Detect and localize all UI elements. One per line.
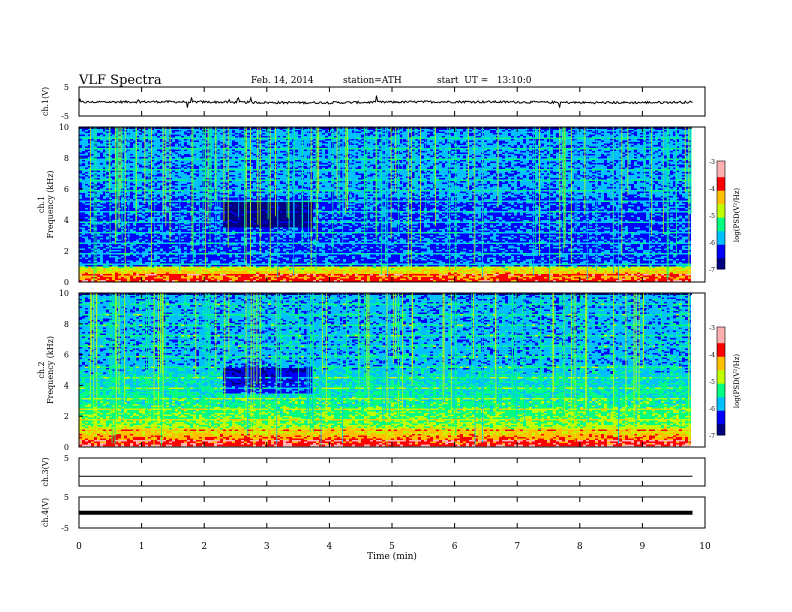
colorbar-tick-label: -4 [709,186,715,193]
colorbar-frame [716,160,726,270]
colorbar-label: log(PSD(V²/Hz) [733,188,741,243]
y-axis-label: ch.2 [37,361,46,378]
y-axis-label: ch.1 [37,196,46,213]
header-station: station=ATH [343,76,402,86]
x-tick-label: 8 [577,542,583,552]
colorbar-tick-label: -5 [709,379,715,386]
sferic-streaks [89,127,692,282]
x-tick-label: 9 [640,542,646,552]
y-tick-label: 5 [64,83,69,92]
colorbar-1: -3 -4 -5 -6 -7 log(PSD(V²/Hz) [709,159,741,274]
x-tick-label: 7 [514,542,520,552]
colorbar-tick-label: -3 [709,159,715,166]
y-axis-label: ch.1(V) [41,87,50,116]
y-tick-label: 10 [59,123,69,132]
colorbar-tick-label: -7 [709,433,715,440]
header-date: Feb. 14, 2014 [251,76,314,86]
colorbar-tick-label: -3 [709,325,715,332]
colorbar-2: -3 -4 -5 -6 -7 log(PSD(V²/Hz) [709,325,741,440]
panel-2: 0 2 4 6 8 10 ch.1 Frequency (kHz) [37,123,706,287]
y-tick-label: 6 [64,351,69,360]
panel-3: 0 2 4 6 8 10 ch.2 Frequency (kHz) [37,289,706,452]
colorbar-tick-label: -6 [709,406,715,413]
x-tick-label: 5 [389,542,395,552]
y-tick-label: 8 [64,320,69,329]
sferic-streaks [89,293,691,447]
y-axis-label: Frequency (kHz) [46,170,55,238]
header-start-time: start UT = 13:10:0 [437,76,532,86]
y-tick-label: 8 [64,154,69,163]
y-tick-label: 0 [64,278,69,287]
colorbar-label: log(PSD(V²/Hz) [733,354,741,409]
colorbar-tick-label: -5 [709,213,715,220]
y-tick-label: 2 [64,247,69,256]
panel-1: 5 -5 ch.1(V) [41,83,706,121]
y-tick-label: 2 [64,412,69,421]
y-tick-label: 5 [64,493,69,502]
y-tick-label: 10 [59,289,69,298]
y-tick-label: 6 [64,185,69,194]
y-axis-label: ch.3(V) [41,457,50,486]
ch1-waveform-line [78,95,693,108]
x-tick-label: 3 [264,542,270,552]
y-tick-label: -5 [61,112,69,121]
x-tick-label: 4 [327,542,333,552]
y-tick-label: 5 [64,454,69,463]
x-tick-label: 10 [699,542,711,552]
y-tick-label: -5 [61,524,69,533]
y-axis-label: ch.4(V) [41,498,50,527]
panel-5: 5 -5 ch.4(V) [41,493,706,533]
colorbar-tick-label: -7 [709,267,715,274]
colorbar-frame [716,326,726,436]
colorbar-tick-label: -4 [709,352,715,359]
y-axis-label: Frequency (kHz) [46,336,55,404]
x-tick-label: 2 [201,542,207,552]
y-tick-label: 4 [64,381,69,390]
x-tick-label: 0 [76,542,82,552]
panel-4: 5 ch.3(V) [41,454,706,487]
x-tick-label: 1 [139,542,145,552]
x-axis-label: Time (min) [367,551,417,562]
y-tick-label: 4 [64,216,69,225]
x-axis: 0 1 2 3 4 5 6 7 8 9 10 Time (min) [76,542,711,562]
header-title: VLF Spectra [79,73,162,88]
x-tick-label: 6 [452,542,458,552]
colorbar-tick-label: -6 [709,240,715,247]
y-tick-label: 0 [64,443,69,452]
